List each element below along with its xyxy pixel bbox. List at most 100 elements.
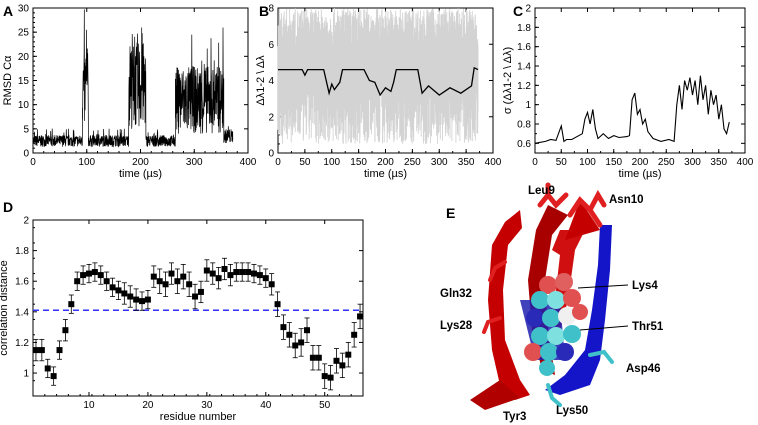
data-point — [74, 278, 81, 285]
red-ribbon-arrow-head — [565, 200, 600, 240]
x-tick-label: 400 — [240, 157, 257, 168]
y-tick-label: 0 — [268, 149, 274, 160]
x-tick-label: 300 — [186, 157, 203, 168]
x-tick-label: 300 — [431, 157, 448, 168]
x-tick-label: 30 — [201, 400, 213, 411]
x-axis-label: time (µs) — [364, 168, 407, 180]
data-point — [174, 278, 181, 285]
data-point — [133, 296, 140, 303]
label-tyr3: Tyr3 — [503, 411, 526, 423]
panel-letter-b: B — [259, 3, 269, 19]
label-asn10: Asn10 — [609, 194, 644, 206]
data-point — [256, 272, 263, 279]
data-point — [38, 347, 45, 354]
protein-structure-illustration: Leu9 Asn10 Gln32 Lys4 Lys28 Thr51 Asp46 … — [440, 182, 664, 423]
label-leu9: Leu9 — [528, 185, 555, 197]
x-tick-label: 100 — [579, 157, 596, 168]
chart-rmsd: 0 100 200 300 400 0 5 10 15 20 25 30 time (µs) RMSD C… — [2, 4, 257, 181]
data-point — [357, 313, 364, 320]
y-tick-label: 20 — [18, 52, 30, 63]
data-point — [203, 267, 210, 274]
data-point — [333, 357, 340, 364]
x-tick-label: 250 — [658, 157, 675, 168]
x-axis-label: residue number — [160, 411, 237, 423]
x-tick-label: 50 — [299, 157, 311, 168]
x-tick-label: 100 — [78, 157, 95, 168]
x-tick-label: 100 — [323, 157, 340, 168]
y-tick-label: 1.6 — [517, 42, 531, 53]
label-gln32: Gln32 — [440, 288, 472, 300]
x-tick-label: 0 — [30, 157, 36, 168]
chart-eigen-ratio-std: 0 50 100 150 200 250 300 350 400 0.6 0.8 1 1.2 1.4 1.6… — [502, 4, 754, 181]
ratio-std-line — [534, 75, 730, 144]
y-tick-label: 4 — [268, 76, 274, 87]
data-point — [85, 270, 92, 277]
y-tick-label: 1.2 — [517, 81, 531, 92]
data-point — [274, 301, 281, 308]
data-point — [62, 327, 69, 334]
y-tick-label: 1.6 — [15, 277, 29, 288]
data-point — [245, 269, 252, 276]
x-tick-label: 350 — [710, 157, 727, 168]
y-tick-label: 0.6 — [517, 139, 531, 150]
y-tick-label: 15 — [18, 76, 30, 87]
y-tick-label: 25 — [18, 28, 30, 39]
data-point — [250, 270, 257, 277]
sidechain-lys28 — [482, 316, 502, 334]
x-tick-label: 400 — [737, 157, 754, 168]
x-axis-label: time (µs) — [119, 168, 162, 180]
red-ribbon-strand-left — [488, 210, 530, 400]
data-point — [91, 269, 98, 276]
panel-letter-a: A — [3, 3, 13, 19]
x-tick-label: 150 — [350, 157, 367, 168]
data-point — [197, 288, 204, 295]
data-point — [321, 373, 328, 380]
label-lys28: Lys28 — [440, 320, 473, 332]
data-point — [80, 272, 87, 279]
x-tick-label: 50 — [556, 157, 568, 168]
sidechain-lys50 — [546, 383, 562, 407]
x-tick-label: 400 — [485, 157, 502, 168]
label-asp46: Asp46 — [626, 363, 661, 375]
data-point — [298, 339, 305, 346]
panel-letter-c: C — [513, 3, 523, 19]
x-tick-label: 150 — [605, 157, 622, 168]
data-point — [339, 362, 346, 369]
data-point — [268, 281, 275, 288]
data-point — [68, 301, 75, 308]
data-point — [186, 281, 193, 288]
label-thr51: Thr51 — [632, 321, 664, 333]
raw-ratio-band — [277, 8, 479, 144]
y-tick-label: 30 — [18, 4, 30, 15]
ratio-running-average-line — [278, 66, 479, 97]
y-tick-label: 6 — [268, 40, 274, 51]
rmsd-trace — [32, 9, 234, 148]
data-point — [115, 287, 122, 294]
data-point — [97, 272, 104, 279]
panel-letter-d: D — [3, 199, 13, 215]
y-tick-label: 1.4 — [517, 62, 531, 73]
data-point — [215, 275, 222, 282]
y-tick-label: 5 — [23, 124, 29, 135]
data-point — [327, 374, 334, 381]
data-point — [180, 273, 187, 280]
x-tick-label: 350 — [458, 157, 475, 168]
data-point — [221, 265, 228, 272]
data-point — [156, 278, 163, 285]
x-tick-label: 50 — [319, 400, 331, 411]
data-point — [286, 331, 293, 338]
x-tick-label: 0 — [532, 157, 538, 168]
y-tick-label: 2 — [525, 4, 531, 15]
x-tick-label: 10 — [83, 400, 95, 411]
y-axis-label: RMSD Cα — [2, 55, 14, 105]
y-axis-label: σ (Δλ1-2 \ Δλ) — [502, 47, 514, 114]
y-tick-label: 10 — [18, 100, 30, 111]
data-point — [121, 290, 128, 297]
label-lys4: Lys4 — [632, 280, 658, 292]
y-tick-label: 1.8 — [517, 23, 531, 34]
data-point — [239, 269, 246, 276]
x-axis-label: time (µs) — [618, 168, 661, 180]
data-point — [315, 354, 322, 361]
data-point — [109, 284, 116, 291]
data-point — [50, 373, 57, 380]
